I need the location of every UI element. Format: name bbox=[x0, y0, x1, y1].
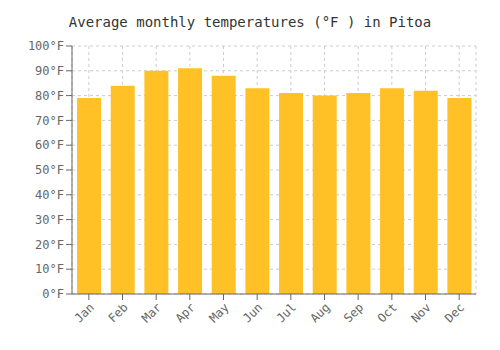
svg-text:Feb: Feb bbox=[105, 300, 130, 325]
svg-text:Dec: Dec bbox=[442, 300, 467, 325]
svg-text:40°F: 40°F bbox=[35, 188, 64, 202]
svg-text:Sep: Sep bbox=[341, 300, 366, 325]
svg-text:10°F: 10°F bbox=[35, 262, 64, 276]
svg-text:100°F: 100°F bbox=[28, 39, 64, 53]
svg-text:Jul: Jul bbox=[274, 300, 299, 325]
svg-text:20°F: 20°F bbox=[35, 238, 64, 252]
svg-text:50°F: 50°F bbox=[35, 163, 64, 177]
svg-text:30°F: 30°F bbox=[35, 213, 64, 227]
svg-text:60°F: 60°F bbox=[35, 138, 64, 152]
svg-text:Apr: Apr bbox=[173, 300, 198, 325]
svg-text:Jan: Jan bbox=[72, 300, 97, 325]
svg-text:Mar: Mar bbox=[139, 300, 164, 325]
svg-text:90°F: 90°F bbox=[35, 64, 64, 78]
svg-text:0°F: 0°F bbox=[42, 287, 64, 301]
svg-text:May: May bbox=[206, 300, 231, 325]
svg-text:Oct: Oct bbox=[375, 300, 400, 325]
svg-text:70°F: 70°F bbox=[35, 114, 64, 128]
html-text:Average monthly temperatures (: Average monthly temperatures (°F ) in Pi… bbox=[68, 14, 432, 30]
svg-text:Aug: Aug bbox=[307, 300, 332, 325]
svg-text:80°F: 80°F bbox=[35, 89, 64, 103]
svg-text:Nov: Nov bbox=[408, 300, 433, 325]
svg-text:Jun: Jun bbox=[240, 300, 265, 325]
